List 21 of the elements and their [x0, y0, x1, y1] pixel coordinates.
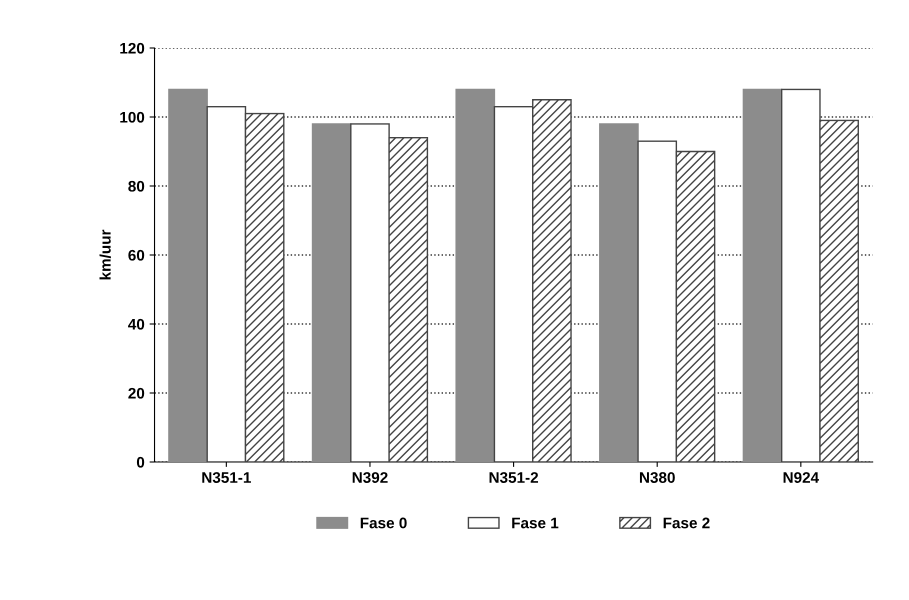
- legend-label: Fase 0: [360, 518, 407, 528]
- y-tick-label: 0: [136, 456, 144, 468]
- y-tick-label: 20: [128, 388, 144, 399]
- bar: [599, 123, 639, 462]
- y-tick-label: 100: [120, 112, 144, 123]
- y-tick-label: 60: [128, 250, 144, 261]
- bar: [742, 88, 782, 462]
- y-tick-label: 120: [120, 42, 144, 54]
- x-tick-label: N351-1: [202, 472, 251, 483]
- x-tick-label: N392: [352, 472, 388, 483]
- legend-label: Fase 2: [664, 518, 710, 528]
- bar: [455, 88, 496, 462]
- x-tick-label: N380: [640, 472, 675, 483]
- y-tick-label: 80: [128, 180, 144, 192]
- legend-label: Fase 1: [512, 518, 558, 528]
- x-tick-label: N351-2: [490, 472, 538, 483]
- y-axis-title: km/uur: [100, 230, 111, 280]
- bar: [312, 123, 352, 462]
- x-tick-label: N924: [784, 472, 820, 483]
- bar: [168, 88, 208, 462]
- y-tick-label: 40: [128, 318, 144, 330]
